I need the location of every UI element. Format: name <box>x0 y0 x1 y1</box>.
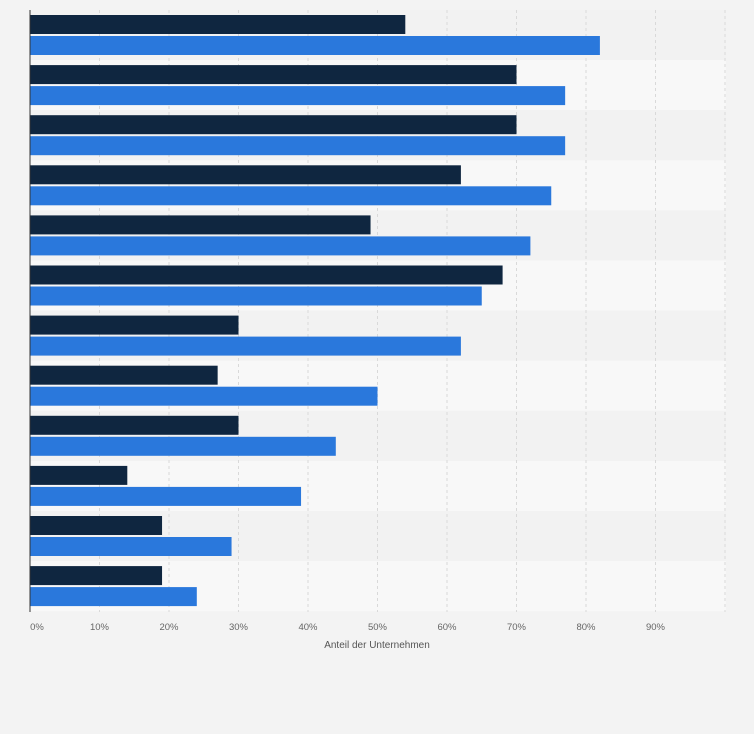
bar-series-2-row-12 <box>30 587 197 607</box>
bar-series-1-row-7 <box>30 315 239 335</box>
x-tick-label: 30% <box>229 622 249 633</box>
bar-series-1-row-10 <box>30 465 128 485</box>
x-tick-label: 70% <box>507 622 527 633</box>
bar-series-2-row-8 <box>30 386 378 406</box>
bar-series-2-row-3 <box>30 136 566 156</box>
x-tick-labels: 0% 10% 20% 30% 40% 50% 60% 70% 80% 90% <box>30 622 665 633</box>
x-tick-label: 80% <box>576 622 596 633</box>
bar-series-2-row-2 <box>30 86 566 106</box>
bars <box>30 15 600 607</box>
bar-series-2-row-9 <box>30 436 336 456</box>
bar-series-1-row-2 <box>30 65 517 85</box>
bar-series-1-row-3 <box>30 115 517 135</box>
bar-series-2-row-7 <box>30 336 461 356</box>
bar-series-1-row-6 <box>30 265 503 285</box>
x-tick-label: 0% <box>30 622 44 633</box>
bar-series-2-row-6 <box>30 286 482 306</box>
bar-series-1-row-11 <box>30 516 163 535</box>
bar-series-2-row-5 <box>30 236 531 256</box>
x-tick-label: 40% <box>298 622 318 633</box>
bar-series-1-row-4 <box>30 165 461 185</box>
x-tick-label: 20% <box>159 622 179 633</box>
bar-series-2-row-10 <box>30 486 302 506</box>
bar-series-2-row-4 <box>30 186 552 206</box>
x-axis-label: Anteil der Unternehmen <box>324 640 430 651</box>
x-tick-label: 60% <box>437 622 457 633</box>
bar-series-2-row-11 <box>30 537 232 556</box>
x-tick-label: 10% <box>90 622 110 633</box>
bar-series-2-row-1 <box>30 36 600 55</box>
bar-series-1-row-5 <box>30 215 371 235</box>
bar-series-1-row-1 <box>30 15 406 34</box>
x-tick-label: 90% <box>646 622 666 633</box>
x-tick-label: 50% <box>368 622 388 633</box>
bar-series-1-row-8 <box>30 365 218 385</box>
bar-series-1-row-9 <box>30 415 239 435</box>
bar-series-1-row-12 <box>30 566 163 586</box>
gridlines <box>99 10 726 612</box>
